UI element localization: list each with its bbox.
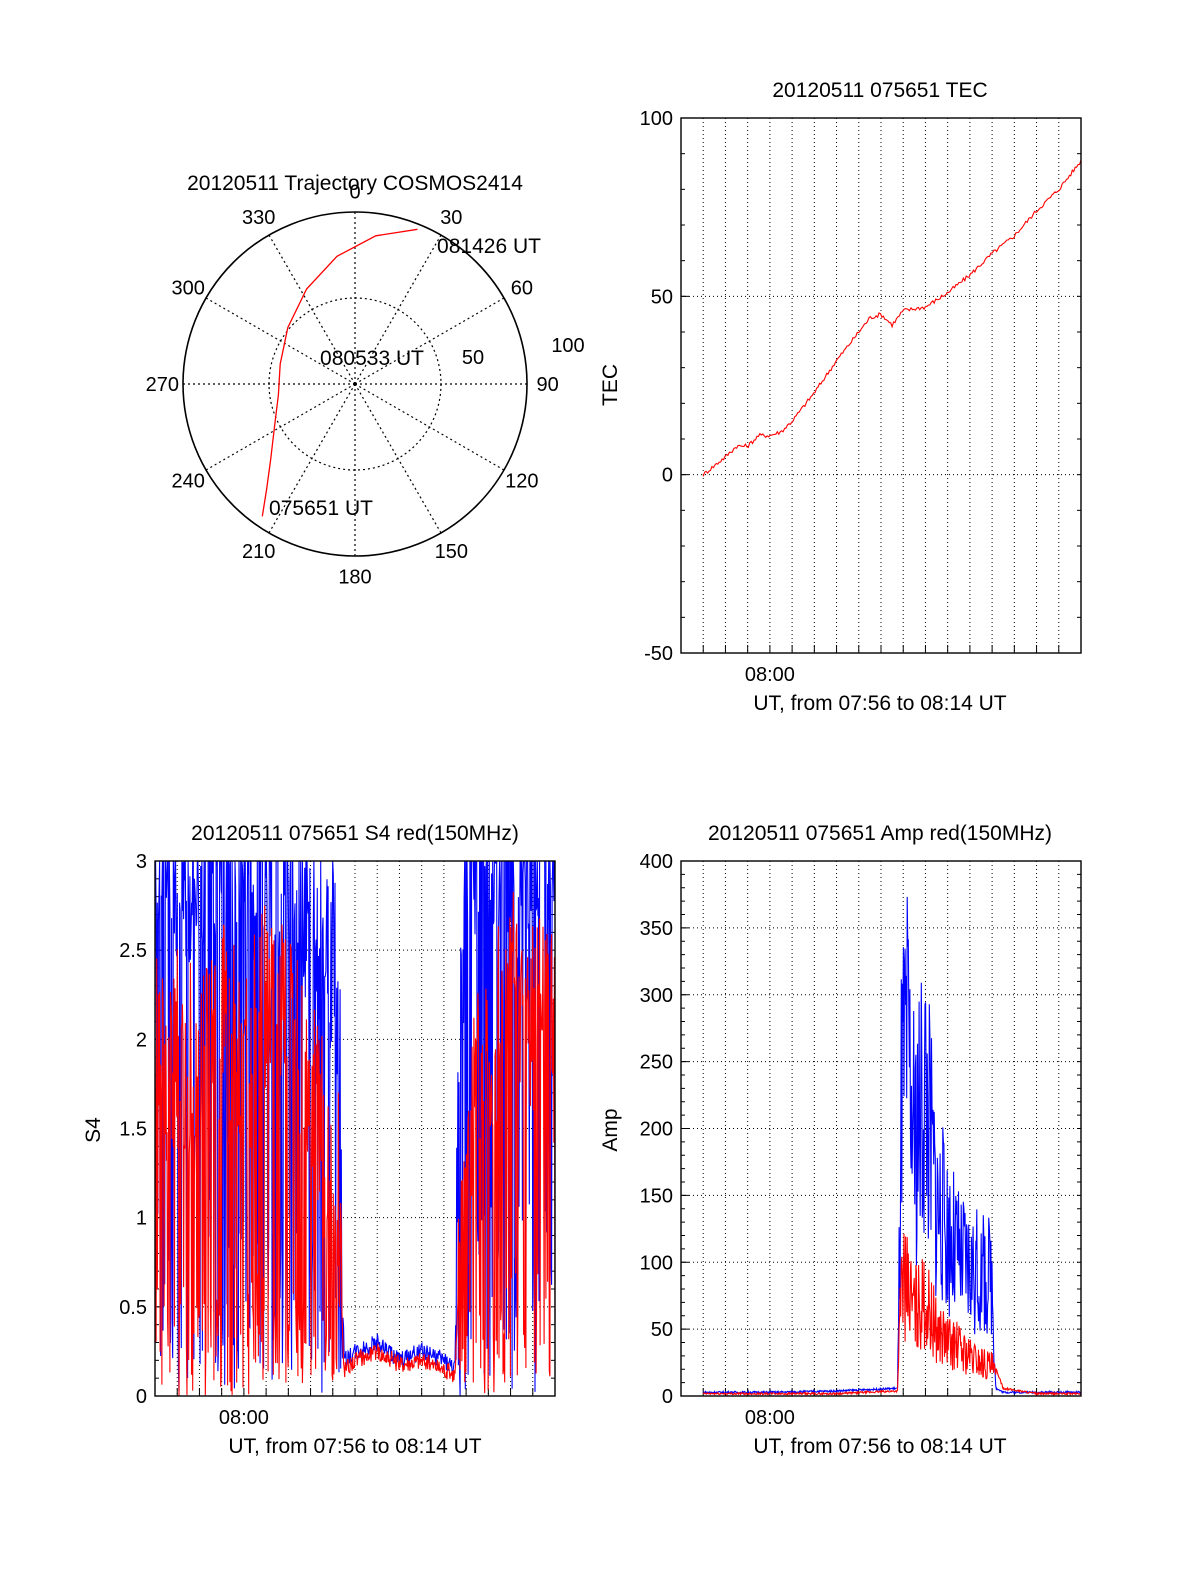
polar-angle-label: 30 [440,207,462,229]
polar-angle-label: 150 [435,541,468,563]
polar-spoke [268,383,356,534]
polar-trajectory-line [261,228,418,517]
s4-plot-area: 3 2.5 2 1.5 1 0.5 0 08:00 [119,851,556,1429]
s4-chart: 20120511 075651 S4 red(150MHz) S4 UT, fr… [82,822,556,1458]
amp-chart: 20120511 075651 Amp red(150MHz) Amp UT, … [599,822,1082,1458]
polar-angle-label: 300 [171,278,204,300]
amp-ylabel: Amp [599,1108,622,1151]
polar-spoke [354,383,505,471]
x-tick-label: 08:00 [219,1407,269,1429]
polar-spoke [205,297,356,385]
series-red-line [702,159,1082,477]
x-tick-label: 08:00 [745,664,795,686]
y-tick-label: 400 [640,851,673,873]
y-tick-label: 50 [651,1319,673,1341]
polar-angle-label: 180 [338,567,371,589]
trajectory-polar-plot: 20120511 Trajectory COSMOS2414 0 30 60 90 12… [146,172,585,589]
polar-spoke [354,297,505,385]
polar-time-annotation: 081426 UT [437,235,541,258]
polar-angle-label: 240 [171,470,204,492]
series-red-line [702,1233,1081,1397]
y-tick-label: 150 [640,1185,673,1207]
polar-spoke [268,234,356,385]
tec-ylabel: TEC [599,364,622,406]
plot-frame [680,860,1082,1397]
polar-time-annotation: 075651 UT [269,497,373,520]
y-tick-label: 0.5 [119,1297,147,1319]
y-tick-label: 2.5 [119,940,147,962]
y-tick-label: 2 [136,1029,147,1051]
x-tick-label: 08:00 [745,1407,795,1429]
y-tick-label: 100 [640,1252,673,1274]
y-tick-label: 50 [651,286,673,308]
y-tick-label: 0 [136,1386,147,1408]
polar-time-annotation: 080533 UT [320,347,424,370]
tec-plot-area: 100 50 0 -50 08:00 [640,108,1082,686]
amp-title: 20120511 075651 Amp red(150MHz) [708,822,1052,845]
polar-title: 20120511 Trajectory COSMOS2414 [187,172,523,195]
polar-angle-label: 0 [349,181,360,203]
polar-angle-label: 90 [537,374,559,396]
polar-spoke [354,234,442,385]
polar-grid [182,211,528,557]
s4-title: 20120511 075651 S4 red(150MHz) [191,822,519,845]
y-tick-label: 100 [640,108,673,130]
polar-angle-label: 270 [146,374,179,396]
series-red-line [154,891,556,1396]
y-tick-label: -50 [644,643,673,665]
polar-angle-label: 60 [511,278,533,300]
y-tick-label: 300 [640,985,673,1007]
series-blue-line [703,896,1082,1396]
polar-radial-label: 50 [462,347,484,369]
polar-spoke [205,383,356,471]
y-tick-label: 1 [136,1208,147,1230]
plot-frame [680,117,1082,654]
tec-xlabel: UT, from 07:56 to 08:14 UT [753,692,1006,715]
polar-radial-label: 100 [551,335,584,357]
series-blue-line [155,860,555,1396]
s4-ylabel: S4 [82,1117,105,1143]
s4-xlabel: UT, from 07:56 to 08:14 UT [228,1435,481,1458]
amp-xlabel: UT, from 07:56 to 08:14 UT [753,1435,1006,1458]
polar-series [261,228,418,517]
y-tick-label: 0 [662,465,673,487]
plot-frame [154,860,556,1397]
y-tick-label: 1.5 [119,1119,147,1141]
y-tick-label: 0 [662,1386,673,1408]
y-tick-label: 250 [640,1052,673,1074]
polar-spoke [354,383,442,534]
y-tick-label: 350 [640,918,673,940]
y-tick-label: 3 [136,851,147,873]
tec-title: 20120511 075651 TEC [772,79,987,102]
polar-angle-label: 330 [242,207,275,229]
tec-chart: 20120511 075651 TEC TEC UT, from 07:56 t… [599,79,1082,715]
y-tick-label: 200 [640,1119,673,1141]
polar-angle-label: 210 [242,541,275,563]
amp-plot-area: 400 350 300 250 200 150 100 50 0 08:00 [640,851,1082,1429]
polar-angle-label: 120 [505,470,538,492]
polar-labels: 0 30 60 90 120 150 180 210 240 270 300 330 50 100 0756… [146,181,585,588]
